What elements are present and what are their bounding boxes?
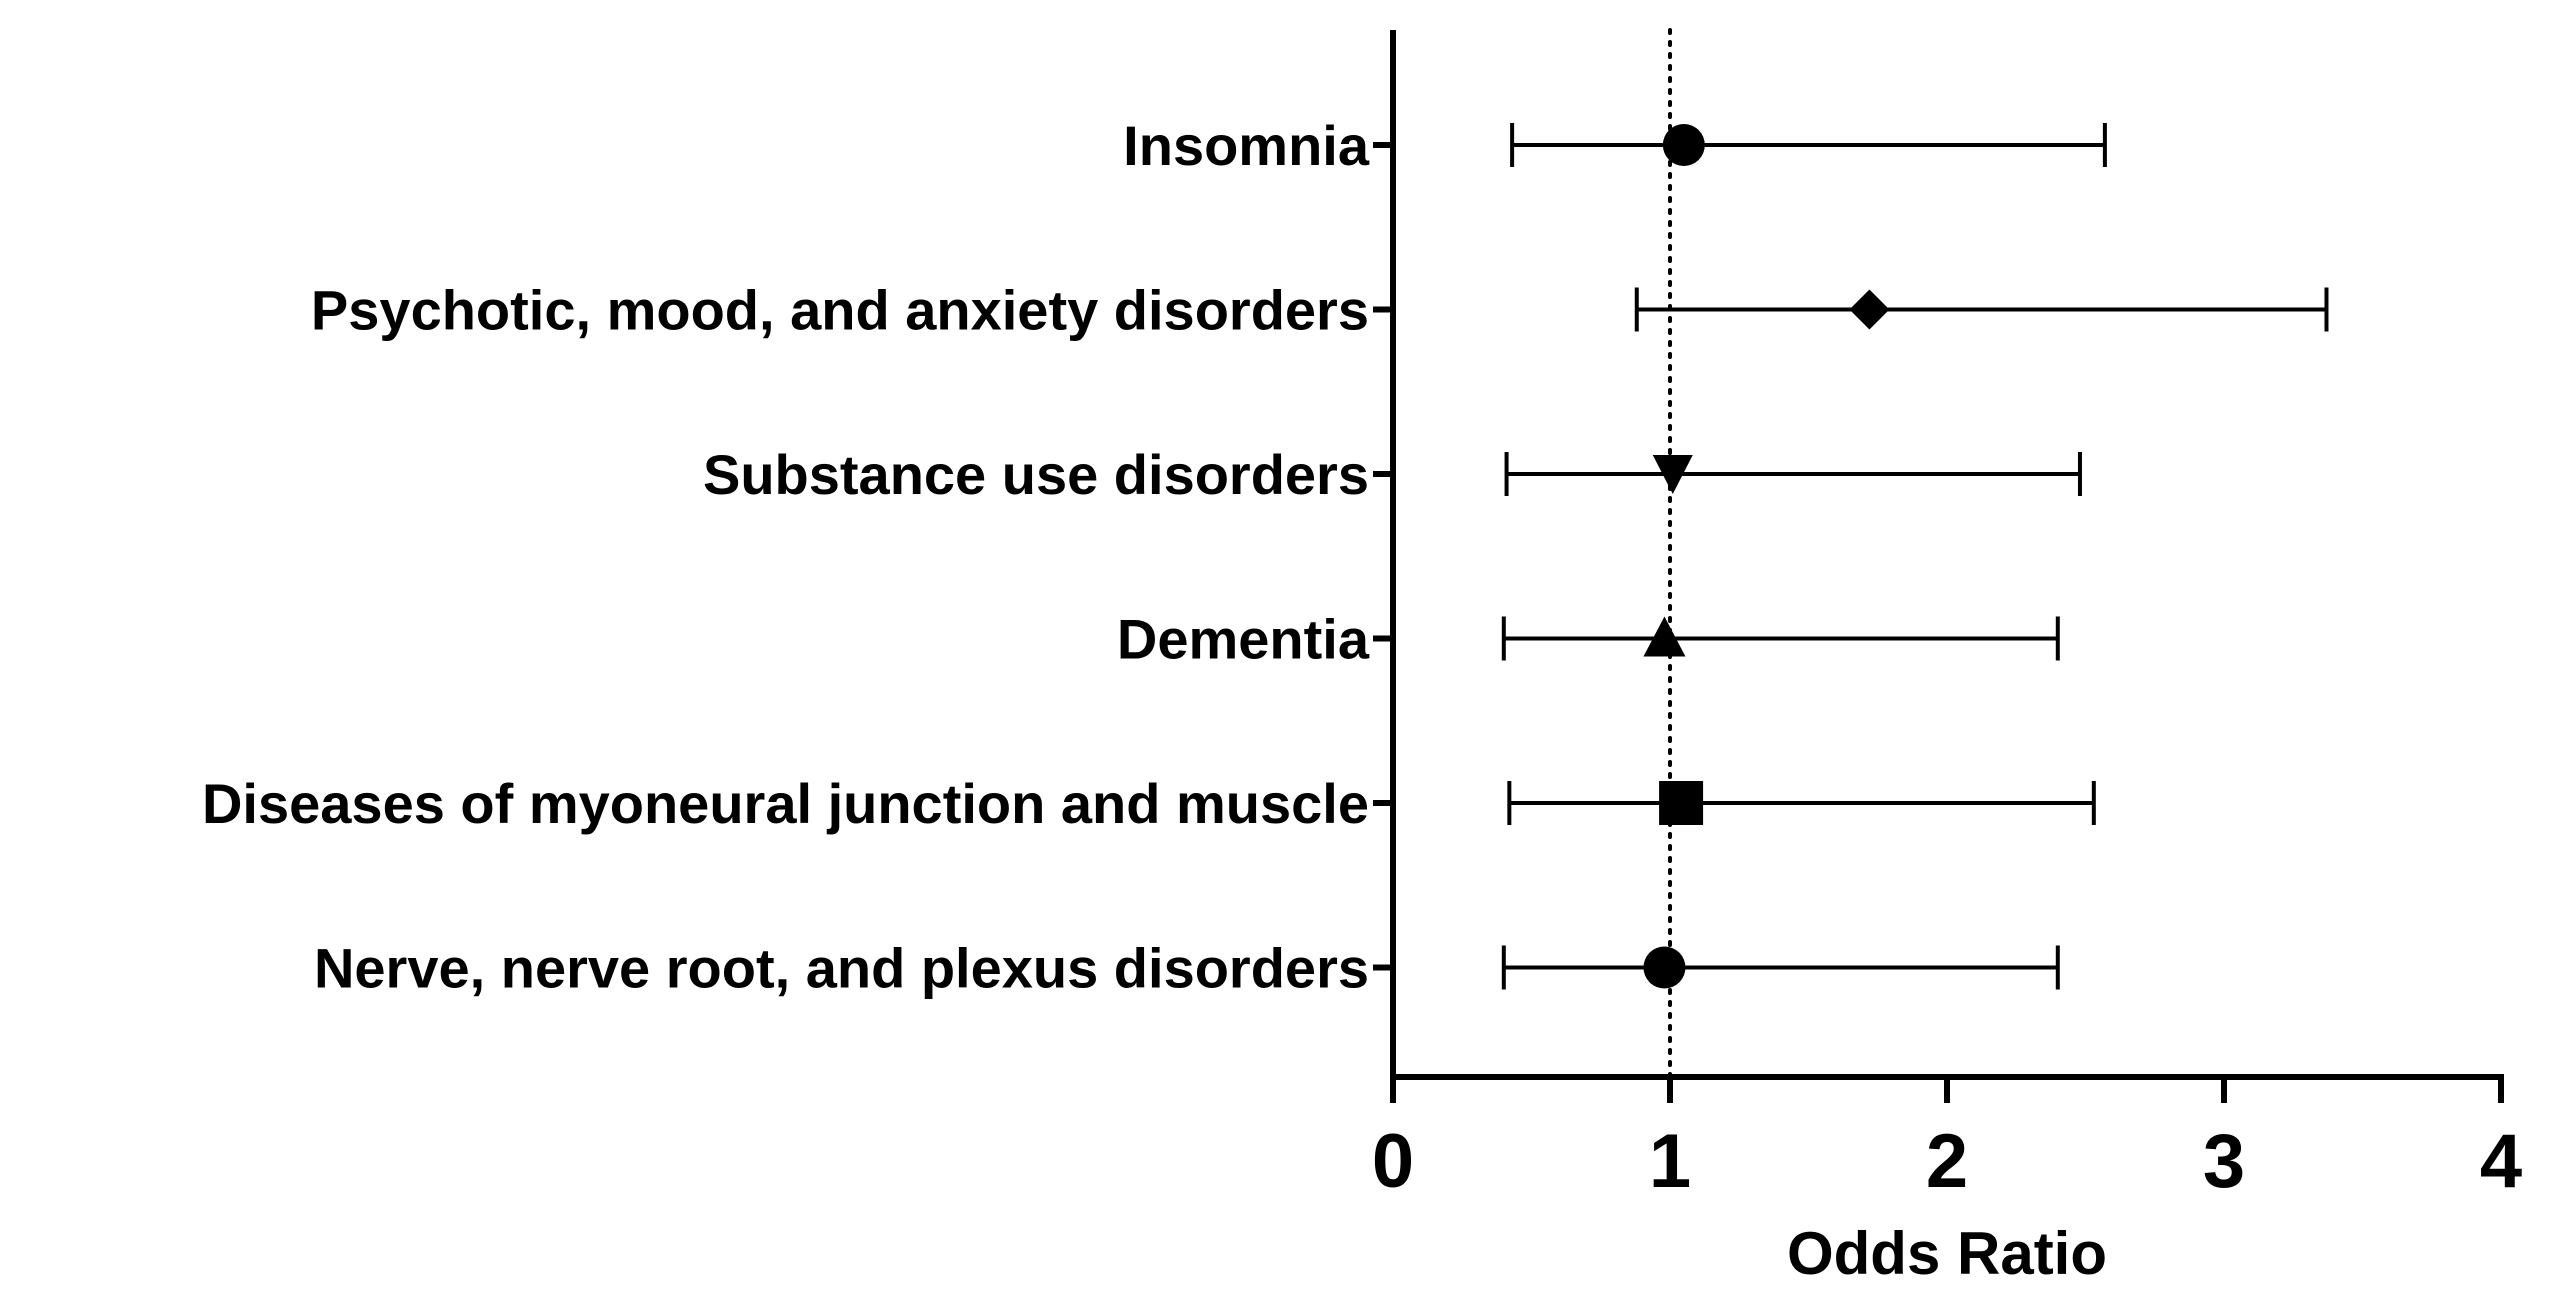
point-marker-diamond xyxy=(1849,289,1890,330)
category-label: Insomnia xyxy=(1123,114,1370,177)
point-marker-triangle-up xyxy=(1643,616,1686,657)
point-marker-circle xyxy=(1662,124,1705,166)
plot-area: 0 1 2 3 4 Odds Ratio Insomnia Psychotic, mood, … xyxy=(202,28,2522,1287)
x-tick-label: 2 xyxy=(1926,1119,1968,1204)
x-axis-title: Odds Ratio xyxy=(1787,1220,2107,1287)
category-label: Substance use disorders xyxy=(703,443,1369,506)
point-marker-circle xyxy=(1643,946,1686,989)
x-tick-label: 1 xyxy=(1649,1119,1691,1204)
x-tick-label: 4 xyxy=(2480,1119,2522,1204)
point-marker-square xyxy=(1659,781,1704,825)
category-label: Nerve, nerve root, and plexus disorders xyxy=(314,937,1369,1000)
category-label: Psychotic, mood, and anxiety disorders xyxy=(311,279,1369,342)
category-label: Dementia xyxy=(1117,608,1370,671)
point-marker-triangle-down xyxy=(1652,455,1693,494)
x-tick-label: 0 xyxy=(1372,1119,1414,1204)
x-tick-label: 3 xyxy=(2203,1119,2245,1204)
category-label: Diseases of myoneural junction and muscl… xyxy=(202,772,1369,835)
